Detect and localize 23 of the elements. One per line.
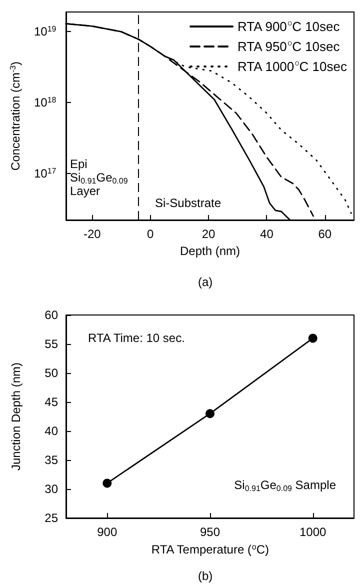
x-axis-title: Depth (nm) [180, 244, 240, 258]
x-tick-label: 950 [200, 525, 220, 539]
y-tick-label: 25 [44, 511, 58, 525]
x-tick-label: -20 [84, 227, 102, 241]
y-tick-label: 40 [44, 424, 58, 438]
annotation: Si-Substrate [155, 196, 222, 210]
y-tick-label: 50 [44, 366, 58, 380]
y-axis-title: Junction Depth (nm) [9, 362, 23, 471]
y-tick-label: 35 [44, 453, 58, 467]
text: (a) [198, 275, 213, 289]
y-tick-label: 45 [44, 395, 58, 409]
y-tick-label: 30 [44, 482, 58, 496]
x-tick-label: 40 [260, 227, 274, 241]
x-tick-label: 20 [202, 227, 216, 241]
y-axis-title: Concentration (cm-3) [8, 61, 22, 171]
y-tick-label: 60 [44, 308, 58, 322]
x-tick-label: 0 [147, 227, 154, 241]
text: (b) [198, 569, 213, 583]
annotation: RTA Time: 10 sec. [88, 331, 185, 345]
x-tick-label: 900 [97, 525, 118, 539]
x-tick-label: 60 [318, 227, 332, 241]
y-tick-label: 55 [44, 337, 58, 351]
x-tick-label: 1000 [300, 525, 327, 539]
